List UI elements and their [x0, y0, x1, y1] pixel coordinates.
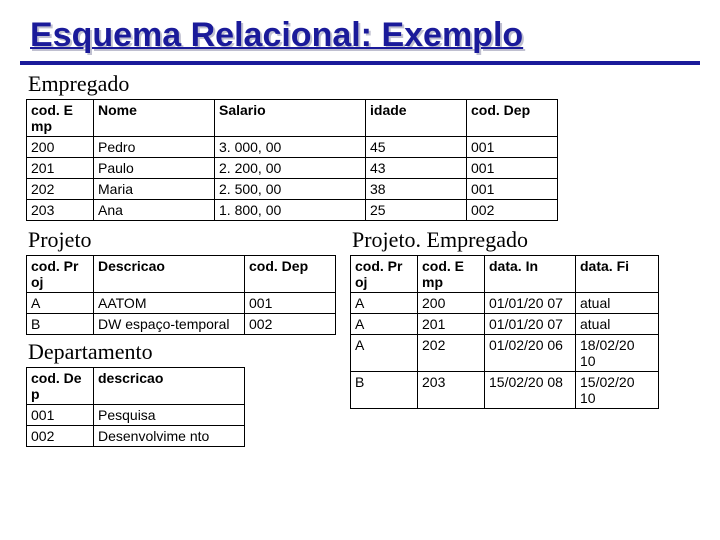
cell: Desenvolvime nto — [94, 426, 245, 447]
cell: 202 — [27, 179, 94, 200]
cell: 01/01/20 07 — [485, 314, 576, 335]
col-header: Descricao — [94, 256, 245, 293]
cell: 002 — [245, 314, 336, 335]
cell: 001 — [467, 179, 558, 200]
cell: 3. 000, 00 — [215, 137, 366, 158]
cell: 1. 800, 00 — [215, 200, 366, 221]
cell: Ana — [94, 200, 215, 221]
cell: Maria — [94, 179, 215, 200]
cell: 203 — [27, 200, 94, 221]
col-header: cod. Pr oj — [27, 256, 94, 293]
col-header: cod. Dep — [245, 256, 336, 293]
col-header: cod. Pr oj — [351, 256, 418, 293]
table-row: 002 Desenvolvime nto — [27, 426, 245, 447]
table-projeto: cod. Pr oj Descricao cod. Dep A AATOM 00… — [26, 255, 336, 335]
cell: 38 — [366, 179, 467, 200]
page-title: Esquema Relacional: Exemplo — [30, 16, 700, 55]
label-departamento: Departamento — [28, 339, 336, 365]
table-row: B 203 15/02/20 08 15/02/20 10 — [351, 372, 659, 409]
table-row: A AATOM 001 — [27, 293, 336, 314]
cell: A — [351, 314, 418, 335]
cell: Pesquisa — [94, 405, 245, 426]
col-header: descricao — [94, 368, 245, 405]
table-row: B DW espaço-temporal 002 — [27, 314, 336, 335]
table-header-row: cod. Pr oj cod. E mp data. In data. Fi — [351, 256, 659, 293]
cell: Pedro — [94, 137, 215, 158]
col-header: data. Fi — [576, 256, 659, 293]
cell: 15/02/20 08 — [485, 372, 576, 409]
cell: 15/02/20 10 — [576, 372, 659, 409]
col-header: idade — [366, 100, 467, 137]
cell: 201 — [27, 158, 94, 179]
cell: 2. 500, 00 — [215, 179, 366, 200]
label-empregado: Empregado — [28, 71, 700, 97]
cell: atual — [576, 293, 659, 314]
table-header-row: cod. Pr oj Descricao cod. Dep — [27, 256, 336, 293]
cell: 001 — [245, 293, 336, 314]
cell: B — [351, 372, 418, 409]
cell: A — [351, 335, 418, 372]
cell: 200 — [418, 293, 485, 314]
table-header-row: cod. De p descricao — [27, 368, 245, 405]
cell: 201 — [418, 314, 485, 335]
table-projeto-empregado: cod. Pr oj cod. E mp data. In data. Fi A… — [350, 255, 659, 409]
table-row: 001 Pesquisa — [27, 405, 245, 426]
cell: 45 — [366, 137, 467, 158]
col-header: cod. Dep — [467, 100, 558, 137]
cell: AATOM — [94, 293, 245, 314]
col-header: cod. E mp — [27, 100, 94, 137]
table-row: A 200 01/01/20 07 atual — [351, 293, 659, 314]
cell: 001 — [27, 405, 94, 426]
cell: 203 — [418, 372, 485, 409]
cell: 001 — [467, 158, 558, 179]
table-departamento: cod. De p descricao 001 Pesquisa 002 Des… — [26, 367, 245, 447]
table-row: 202 Maria 2. 500, 00 38 001 — [27, 179, 558, 200]
col-header: Salario — [215, 100, 366, 137]
cell: 002 — [27, 426, 94, 447]
cell: A — [27, 293, 94, 314]
cell: 200 — [27, 137, 94, 158]
col-header: cod. De p — [27, 368, 94, 405]
cell: 01/01/20 07 — [485, 293, 576, 314]
cell: DW espaço-temporal — [94, 314, 245, 335]
cell: 18/02/20 10 — [576, 335, 659, 372]
cell: 002 — [467, 200, 558, 221]
cell: 202 — [418, 335, 485, 372]
label-projeto-empregado: Projeto. Empregado — [352, 227, 659, 253]
cell: Paulo — [94, 158, 215, 179]
cell: 2. 200, 00 — [215, 158, 366, 179]
divider — [20, 61, 700, 65]
table-row: A 201 01/01/20 07 atual — [351, 314, 659, 335]
label-projeto: Projeto — [28, 227, 336, 253]
col-header: data. In — [485, 256, 576, 293]
table-header-row: cod. E mp Nome Salario idade cod. Dep — [27, 100, 558, 137]
cell: B — [27, 314, 94, 335]
cell: 43 — [366, 158, 467, 179]
cell: atual — [576, 314, 659, 335]
table-empregado: cod. E mp Nome Salario idade cod. Dep 20… — [26, 99, 558, 221]
table-row: A 202 01/02/20 06 18/02/20 10 — [351, 335, 659, 372]
cell: 01/02/20 06 — [485, 335, 576, 372]
table-row: 203 Ana 1. 800, 00 25 002 — [27, 200, 558, 221]
cell: A — [351, 293, 418, 314]
table-row: 201 Paulo 2. 200, 00 43 001 — [27, 158, 558, 179]
col-header: Nome — [94, 100, 215, 137]
cell: 001 — [467, 137, 558, 158]
table-row: 200 Pedro 3. 000, 00 45 001 — [27, 137, 558, 158]
col-header: cod. E mp — [418, 256, 485, 293]
cell: 25 — [366, 200, 467, 221]
